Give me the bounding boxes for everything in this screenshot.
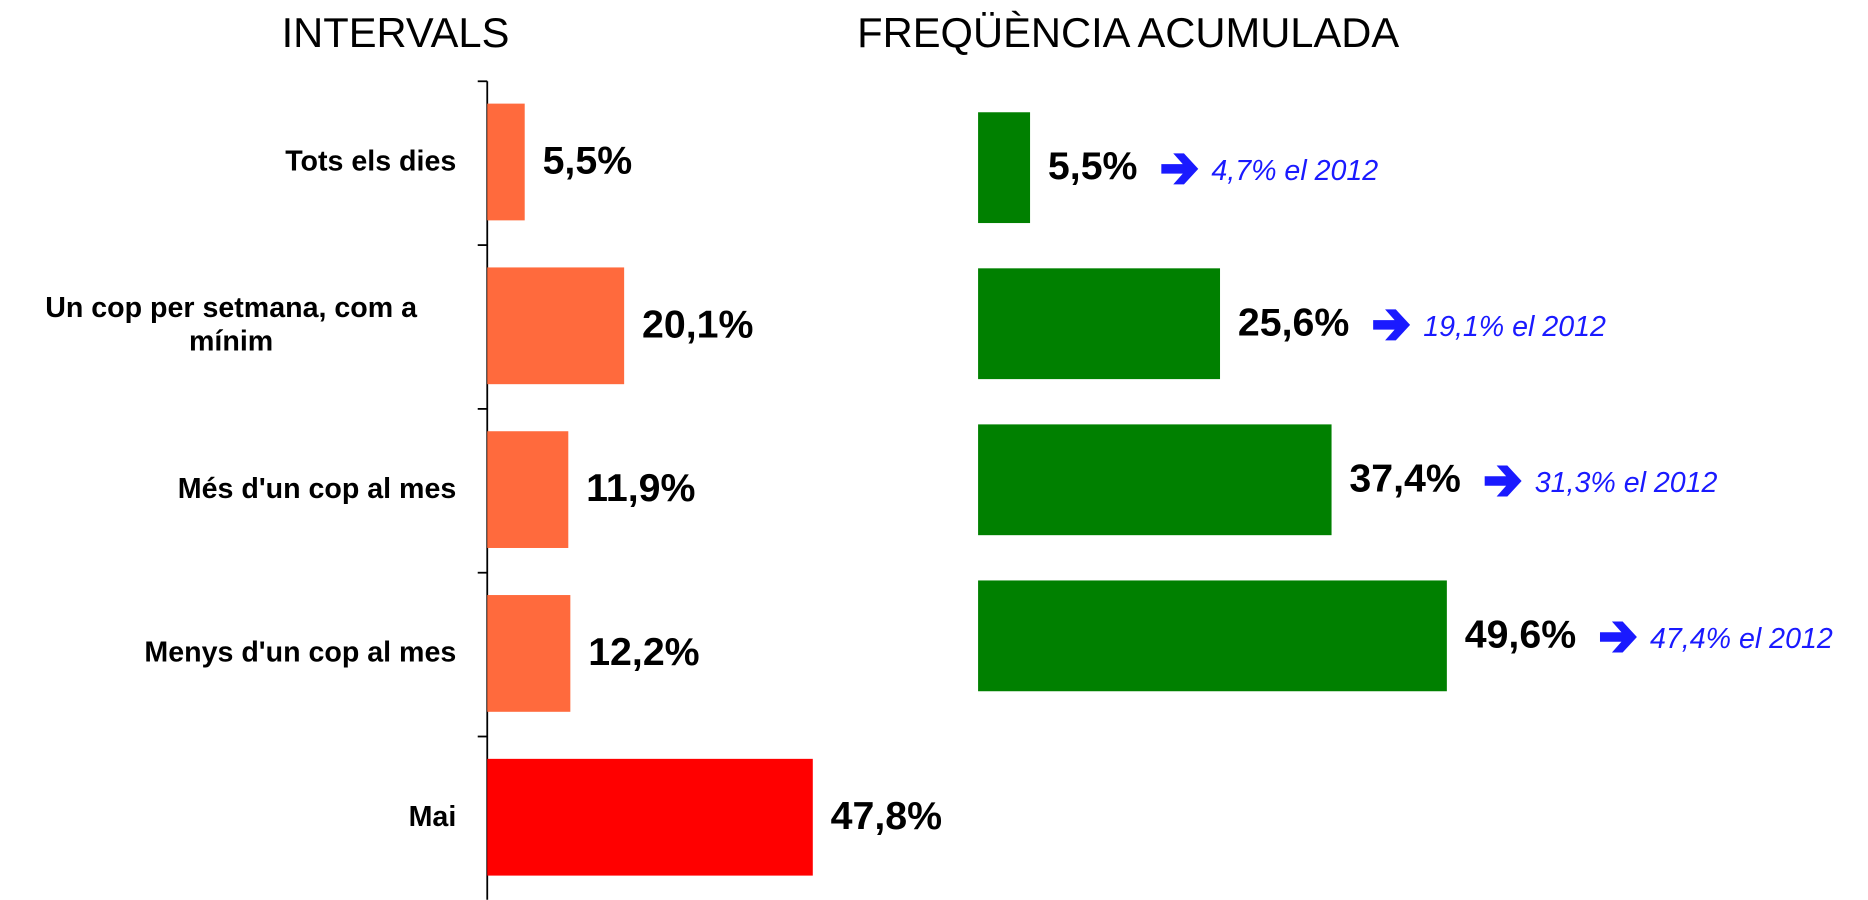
bar bbox=[978, 112, 1031, 224]
arrow-icon bbox=[1161, 153, 1199, 185]
category-label: Mai bbox=[408, 800, 457, 833]
value-label: 25,6% bbox=[1238, 300, 1349, 344]
bar bbox=[978, 580, 1447, 692]
value-label: 5,5% bbox=[543, 139, 633, 183]
category-label: Un cop per setmana, com a mínim bbox=[45, 292, 418, 358]
value-label: 11,9% bbox=[586, 466, 695, 510]
arrow-icon bbox=[1599, 621, 1637, 653]
value-label: 37,4% bbox=[1349, 456, 1460, 500]
chart-title: INTERVALS bbox=[282, 9, 510, 56]
bar bbox=[978, 268, 1221, 380]
chart-title: FREQÜÈNCIA ACUMULADA bbox=[857, 9, 1399, 56]
category-label: Tots els dies bbox=[285, 145, 457, 178]
bar bbox=[487, 267, 625, 385]
arrow-icon bbox=[1484, 465, 1522, 497]
category-label-box: Tots els dies bbox=[285, 145, 457, 178]
axis-separators bbox=[477, 80, 488, 738]
arrow-icon bbox=[1373, 309, 1411, 341]
category-label-box: Més d'un cop al mes bbox=[177, 472, 457, 506]
category-label: Més d'un cop al mes bbox=[177, 472, 457, 506]
bar bbox=[487, 758, 813, 876]
annotation: 47,4% el 2012 bbox=[1650, 623, 1833, 655]
bar bbox=[487, 431, 569, 548]
category-label-box: Un cop per setmana, com a mínim bbox=[45, 292, 418, 358]
value-label: 12,2% bbox=[588, 630, 699, 674]
bar bbox=[487, 595, 571, 712]
value-label: 47,8% bbox=[831, 794, 942, 838]
annotation: 19,1% el 2012 bbox=[1423, 311, 1606, 343]
category-label-box: Mai bbox=[408, 800, 457, 833]
annotation: 31,3% el 2012 bbox=[1535, 467, 1718, 499]
value-label: 20,1% bbox=[642, 302, 753, 346]
value-label: 49,6% bbox=[1465, 612, 1576, 656]
annotation: 4,7% el 2012 bbox=[1211, 155, 1378, 187]
value-label: 5,5% bbox=[1048, 144, 1138, 188]
bar bbox=[487, 103, 525, 221]
category-label-box: Menys d'un cop al mes bbox=[144, 636, 457, 669]
bar bbox=[978, 424, 1332, 536]
category-label: Menys d'un cop al mes bbox=[144, 636, 457, 669]
